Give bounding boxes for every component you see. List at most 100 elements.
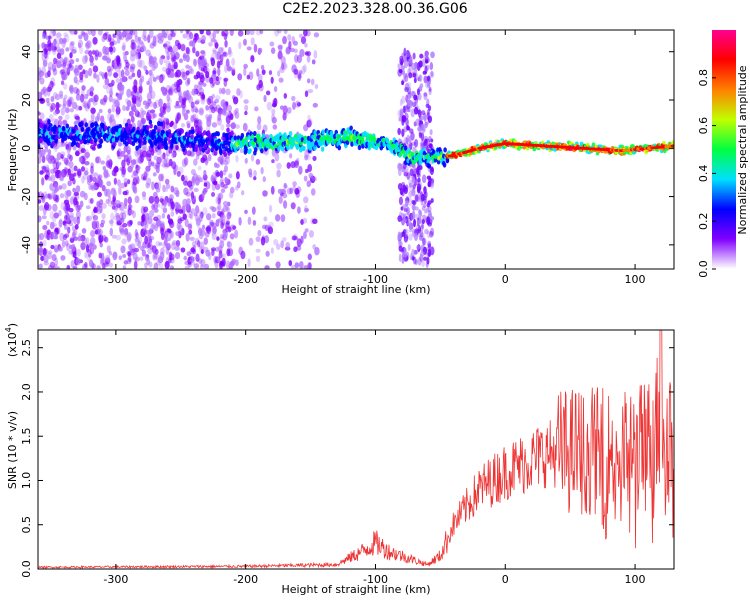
heatmap-cell: [220, 109, 225, 116]
heatmap-cell: [368, 133, 373, 139]
heatmap-cell: [123, 260, 128, 265]
heatmap-cell: [262, 190, 268, 197]
heatmap-cell: [55, 266, 61, 269]
heatmap-cell: [73, 191, 79, 197]
heatmap-cell: [186, 150, 192, 157]
heatmap-cell: [195, 98, 201, 104]
heatmap-cell: [274, 30, 279, 37]
heatmap-cell: [58, 37, 64, 45]
heatmap-cell: [243, 38, 247, 46]
heatmap-cell: [71, 243, 76, 253]
heatmap-cell: [219, 154, 224, 160]
heatmap-cell: [168, 97, 172, 105]
heatmap-cell: [193, 32, 199, 38]
heatmap-cell: [306, 50, 312, 57]
heatmap-cell: [90, 107, 96, 115]
heatmap-cell: [337, 145, 342, 151]
heatmap-cell: [187, 77, 191, 85]
heatmap-cell: [420, 251, 425, 257]
heatmap-cell: [92, 172, 99, 177]
heatmap-cell: [66, 66, 71, 76]
heatmap-cell: [406, 82, 412, 89]
heatmap-cell: [302, 217, 308, 224]
heatmap-cell: [125, 106, 130, 112]
heatmap-cell: [38, 43, 41, 51]
heatmap-cell: [136, 154, 141, 164]
heatmap-cell: [55, 101, 60, 110]
heatmap-cell: [206, 213, 212, 221]
heatmap-cell: [101, 184, 106, 192]
heatmap-cell: [183, 157, 189, 166]
heatmap-cell: [271, 159, 275, 164]
heatmap-cell: [413, 218, 416, 228]
heatmap-cell: [130, 49, 136, 57]
heatmap-cell: [226, 248, 231, 257]
heatmap-cell: [69, 196, 74, 205]
heatmap-cell: [158, 174, 163, 182]
heatmap-cell: [149, 210, 155, 218]
colorbar-tick-label: 0.2: [697, 212, 710, 230]
heatmap-cell: [227, 241, 233, 249]
heatmap-cell: [277, 70, 281, 77]
heatmap-cell: [101, 202, 107, 209]
heatmap-cell: [218, 249, 223, 259]
heatmap-cell: [403, 207, 408, 212]
heatmap-cell: [237, 30, 244, 37]
y-tick-label: -20: [20, 188, 33, 206]
heatmap-cell: [65, 159, 70, 167]
heatmap-cell: [225, 88, 231, 96]
heatmap-cell: [405, 117, 409, 127]
heatmap-cell: [261, 69, 266, 75]
heatmap-cell: [40, 149, 46, 157]
heatmap-cell: [84, 149, 89, 154]
heatmap-cell: [121, 159, 126, 169]
heatmap-cell: [49, 183, 54, 191]
heatmap-cell: [295, 190, 301, 199]
heatmap-cell: [414, 232, 418, 241]
heatmap-cell: [84, 170, 89, 176]
heatmap-cell: [39, 170, 44, 175]
heatmap-cell: [155, 248, 159, 255]
heatmap-cell: [160, 173, 165, 182]
heatmap-cell: [160, 247, 165, 255]
heatmap-cell: [222, 200, 229, 207]
heatmap-cell: [670, 144, 674, 148]
heatmap-cell: [293, 48, 298, 54]
heatmap-cell: [50, 134, 55, 140]
heatmap-cell: [420, 193, 425, 202]
heatmap-cell: [414, 194, 419, 202]
heatmap-cell: [253, 43, 258, 53]
heatmap-cell: [96, 207, 103, 215]
heatmap-cell: [85, 41, 90, 50]
heatmap-cell: [398, 196, 404, 206]
heatmap-cell: [201, 138, 206, 145]
heatmap-cell: [182, 180, 189, 186]
heatmap-cell: [86, 100, 91, 109]
heatmap-cell: [231, 57, 236, 66]
heatmap-cell: [406, 99, 412, 107]
heatmap-cell: [191, 129, 195, 135]
heatmap-cell: [60, 80, 65, 86]
heatmap-cell: [75, 185, 81, 193]
heatmap-cell: [226, 147, 231, 154]
heatmap-cell: [192, 58, 197, 65]
heatmap-cell: [75, 58, 80, 63]
heatmap-cell: [277, 44, 283, 50]
heatmap-cell: [73, 236, 79, 241]
heatmap-cell: [158, 173, 164, 182]
heatmap-cell: [183, 187, 189, 196]
heatmap-cell: [104, 46, 110, 56]
colorbar-tick-label: 0.8: [697, 69, 710, 87]
heatmap-cell: [230, 68, 236, 73]
heatmap-cell: [207, 95, 214, 104]
heatmap-cell: [401, 181, 405, 188]
heatmap-cell: [92, 65, 99, 73]
heatmap-cell: [223, 183, 228, 189]
heatmap-cell: [417, 126, 422, 132]
heatmap-cell: [127, 196, 132, 205]
heatmap-cell: [176, 170, 181, 177]
heatmap-cell: [197, 82, 203, 91]
heatmap-cell: [420, 224, 424, 231]
heatmap-cell: [220, 214, 226, 221]
heatmap-cell: [157, 256, 164, 264]
